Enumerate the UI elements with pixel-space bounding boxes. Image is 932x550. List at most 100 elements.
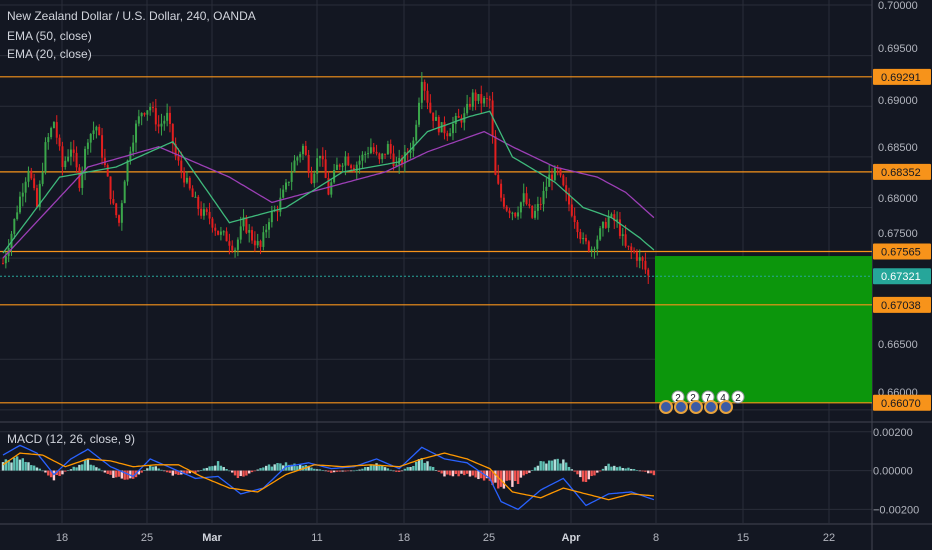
candle-body bbox=[483, 98, 486, 104]
price-tag-4[interactable] bbox=[873, 296, 931, 313]
candle-body bbox=[197, 196, 200, 209]
macd-histogram-bar bbox=[587, 470, 591, 480]
price-tag-5[interactable] bbox=[873, 394, 931, 411]
macd-histogram-bar bbox=[519, 470, 523, 478]
macd-histogram-bar bbox=[55, 470, 58, 476]
event-count-label[interactable]: 7 bbox=[705, 393, 711, 404]
event-count-label[interactable]: 2 bbox=[735, 393, 741, 404]
symbol-title[interactable]: New Zealand Dollar / U.S. Dollar, 240, O… bbox=[7, 9, 256, 23]
macd-histogram-bar bbox=[502, 470, 506, 489]
price-tag-label[interactable]: 0.67038 bbox=[881, 300, 921, 312]
event-count-label[interactable]: 2 bbox=[690, 393, 696, 404]
macd-histogram-bar bbox=[131, 470, 135, 479]
time-axis-label: Apr bbox=[562, 532, 582, 544]
macd-histogram-bar bbox=[293, 463, 296, 471]
candle-body bbox=[508, 210, 511, 214]
candle-body bbox=[384, 153, 387, 155]
candle-body bbox=[596, 239, 599, 249]
event-count-label[interactable]: 2 bbox=[675, 393, 681, 404]
macd-histogram-bar bbox=[516, 470, 520, 485]
macd-histogram-bar bbox=[485, 470, 489, 479]
candle-body bbox=[242, 217, 245, 227]
candle-body bbox=[562, 175, 565, 186]
candle-body bbox=[44, 142, 47, 173]
macd-histogram-bar bbox=[403, 468, 407, 471]
candle-body bbox=[157, 124, 160, 127]
event-count-label[interactable]: 4 bbox=[720, 393, 726, 404]
macd-histogram-bar bbox=[542, 461, 545, 471]
candle-body bbox=[191, 188, 194, 198]
ema50-line bbox=[2, 130, 655, 259]
price-tag-2[interactable] bbox=[873, 243, 931, 260]
candle-body bbox=[239, 226, 242, 240]
candle-body bbox=[466, 103, 469, 114]
macd-legend[interactable]: MACD (12, 26, close, 9) bbox=[7, 432, 136, 446]
time-axis-label: 18 bbox=[398, 532, 410, 544]
candle-body bbox=[160, 123, 163, 127]
price-tag-label[interactable]: 0.66070 bbox=[881, 398, 921, 410]
price-tag-label[interactable]: 0.68352 bbox=[881, 167, 921, 179]
candle-body bbox=[41, 172, 44, 184]
event-flag-icon bbox=[691, 402, 701, 412]
ema50-legend[interactable]: EMA (50, close) bbox=[7, 29, 92, 43]
candle-body bbox=[214, 227, 217, 231]
price-axis-label: 0.69500 bbox=[878, 43, 918, 55]
macd-histogram-bar bbox=[264, 465, 268, 471]
macd-histogram-bar bbox=[239, 470, 242, 477]
macd-histogram-bar bbox=[392, 470, 395, 472]
candle-body bbox=[140, 113, 143, 117]
macd-histogram-bar bbox=[437, 470, 441, 472]
candle-body bbox=[106, 165, 109, 177]
macd-histogram-bar bbox=[383, 467, 387, 471]
candle-body bbox=[638, 257, 641, 261]
macd-histogram-bar bbox=[35, 467, 39, 471]
price-tag-0[interactable] bbox=[873, 68, 931, 85]
macd-histogram-bar bbox=[148, 465, 152, 471]
macd-histogram-bar bbox=[601, 468, 605, 471]
candle-body bbox=[129, 151, 132, 161]
candle-body bbox=[497, 174, 500, 184]
macd-histogram-bar bbox=[332, 470, 336, 473]
macd-histogram-bar bbox=[279, 463, 282, 471]
price-tag-label[interactable]: 0.67565 bbox=[881, 246, 921, 258]
macd-histogram-bar bbox=[83, 459, 87, 471]
candle-body bbox=[225, 231, 228, 242]
price-tag-label[interactable]: 0.67321 bbox=[881, 271, 921, 283]
macd-histogram-bar bbox=[248, 470, 251, 474]
candle-body bbox=[568, 193, 570, 205]
candle-body bbox=[118, 215, 121, 223]
macd-histogram-bar bbox=[531, 470, 534, 471]
macd-histogram-bar bbox=[641, 470, 644, 472]
macd-histogram-bar bbox=[570, 469, 574, 471]
macd-histogram-bar bbox=[75, 467, 78, 471]
price-tag-label[interactable]: 0.69291 bbox=[881, 72, 921, 84]
price-tag-1[interactable] bbox=[873, 163, 931, 180]
macd-histogram-bar bbox=[168, 470, 172, 473]
ema20-legend[interactable]: EMA (20, close) bbox=[7, 47, 92, 61]
candle-body bbox=[219, 231, 222, 235]
macd-histogram-bar bbox=[49, 470, 53, 478]
macd-histogram-bar bbox=[267, 464, 271, 471]
candle-body bbox=[551, 174, 554, 181]
macd-histogram-bar bbox=[253, 470, 257, 472]
macd-histogram-bar bbox=[69, 469, 73, 471]
candle-body bbox=[38, 183, 41, 207]
macd-histogram-bar bbox=[287, 464, 291, 471]
candle-body bbox=[488, 98, 491, 101]
candle-body bbox=[330, 182, 333, 195]
macd-histogram-bar bbox=[52, 470, 56, 481]
candle-body bbox=[183, 171, 186, 183]
candle-body bbox=[81, 170, 84, 188]
macd-histogram-bar bbox=[318, 469, 322, 471]
macd-histogram-bar bbox=[259, 468, 262, 471]
candle-body bbox=[268, 222, 271, 230]
candle-body bbox=[582, 238, 585, 240]
candle-body bbox=[21, 192, 24, 197]
macd-histogram-bar bbox=[242, 470, 245, 477]
candle-body bbox=[350, 165, 353, 168]
price-tag-3[interactable] bbox=[873, 268, 931, 285]
macd-histogram-bar bbox=[448, 470, 452, 476]
event-flag-icon bbox=[661, 402, 671, 412]
